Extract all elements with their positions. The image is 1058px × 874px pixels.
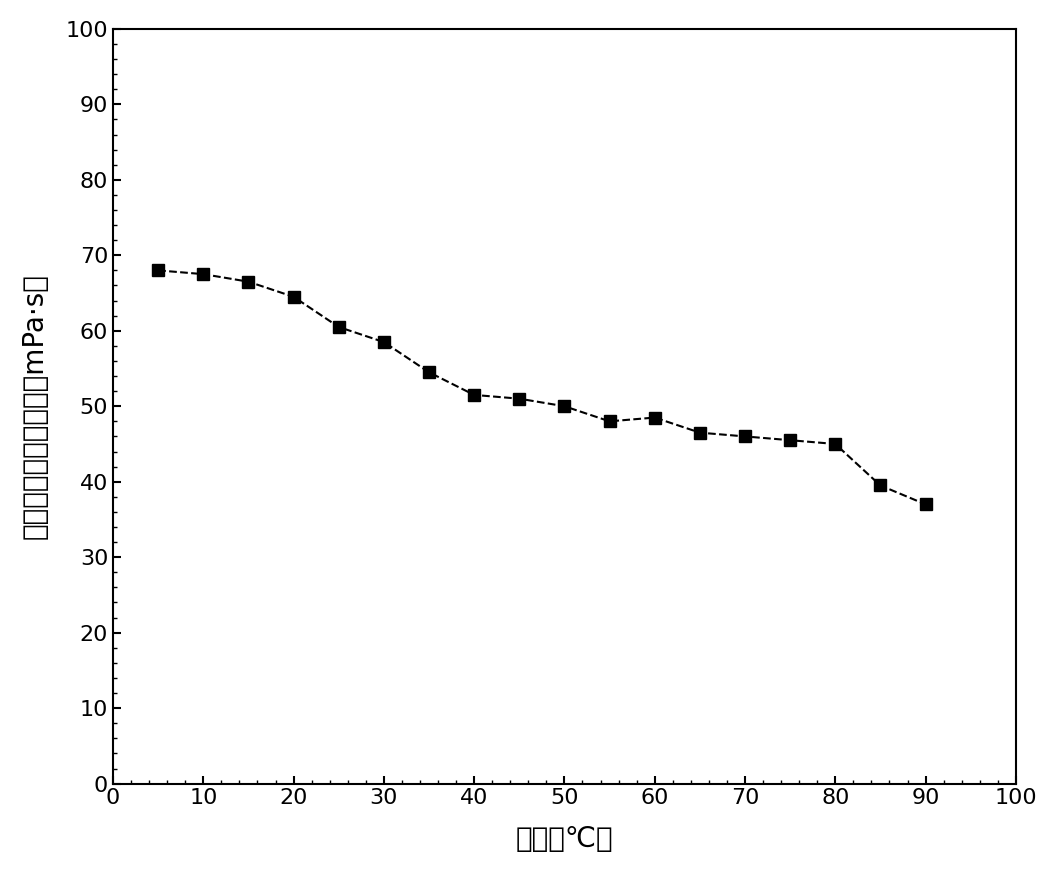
- X-axis label: 温度（℃）: 温度（℃）: [515, 825, 614, 853]
- Y-axis label: 压裂液体系有效粘度（mPa·s）: 压裂液体系有效粘度（mPa·s）: [21, 274, 49, 539]
